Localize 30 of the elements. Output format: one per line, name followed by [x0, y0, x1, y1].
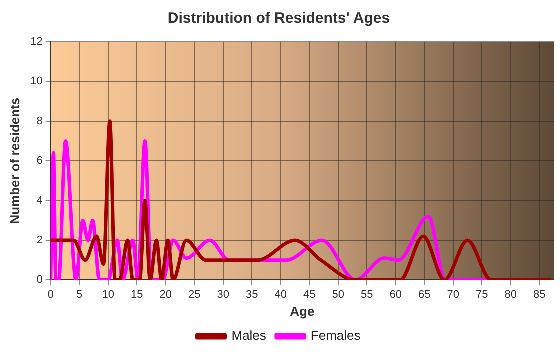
x-tick-label: 50 [332, 288, 344, 301]
y-tick-label: 10 [30, 76, 43, 88]
y-tick-label: 0 [36, 274, 43, 286]
x-tick-label: 40 [274, 288, 287, 301]
x-tick-label: 20 [160, 288, 172, 301]
x-tick-label: 0 [48, 288, 54, 301]
x-tick-label: 10 [102, 288, 114, 301]
y-tick-label: 6 [36, 155, 43, 168]
y-tick-label: 8 [36, 115, 43, 128]
x-axis-title: Age [290, 304, 315, 319]
x-tick-label: 85 [534, 288, 546, 301]
legend-label: Males [232, 328, 267, 344]
y-tick-label: 4 [36, 194, 43, 207]
x-tick-label: 65 [418, 288, 431, 301]
x-tick-label: 35 [246, 288, 258, 301]
chart-title: Distribution of Residents' Ages [168, 10, 390, 28]
y-tick-label: 2 [36, 234, 43, 247]
x-tick-label: 70 [447, 288, 460, 301]
x-tick-label: 45 [303, 288, 316, 301]
y-tick-label: 12 [30, 36, 43, 48]
x-tick-label: 75 [476, 288, 488, 301]
x-tick-label: 60 [390, 288, 402, 301]
x-tick-label: 5 [76, 288, 83, 301]
y-axis-title: Number of residents [7, 98, 22, 224]
legend-label: Females [310, 328, 362, 344]
x-tick-label: 25 [188, 288, 201, 301]
x-tick-label: 80 [504, 288, 517, 301]
x-tick-label: 15 [130, 288, 144, 301]
x-tick-label: 55 [360, 288, 374, 301]
x-tick-label: 30 [217, 288, 230, 301]
